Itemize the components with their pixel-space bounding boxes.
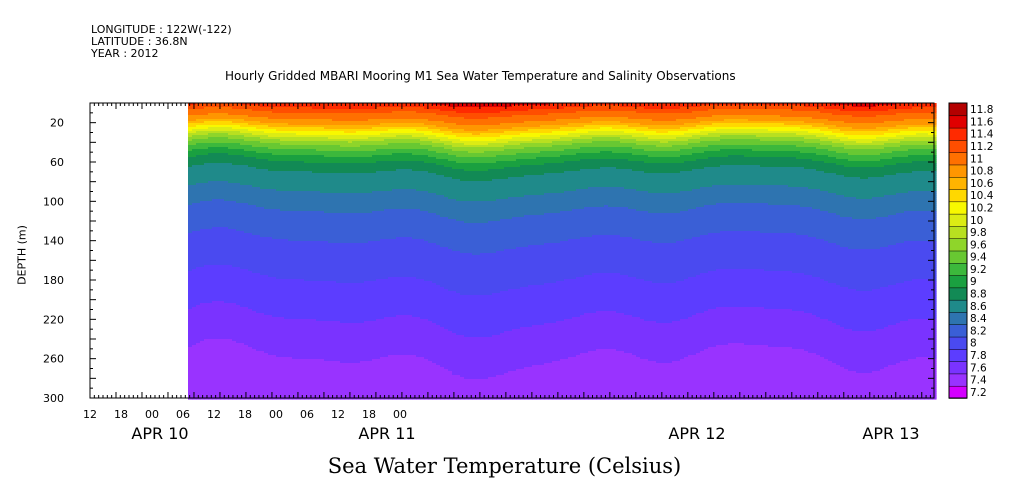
no-data-region [90, 103, 188, 398]
temperature-field [90, 103, 937, 400]
